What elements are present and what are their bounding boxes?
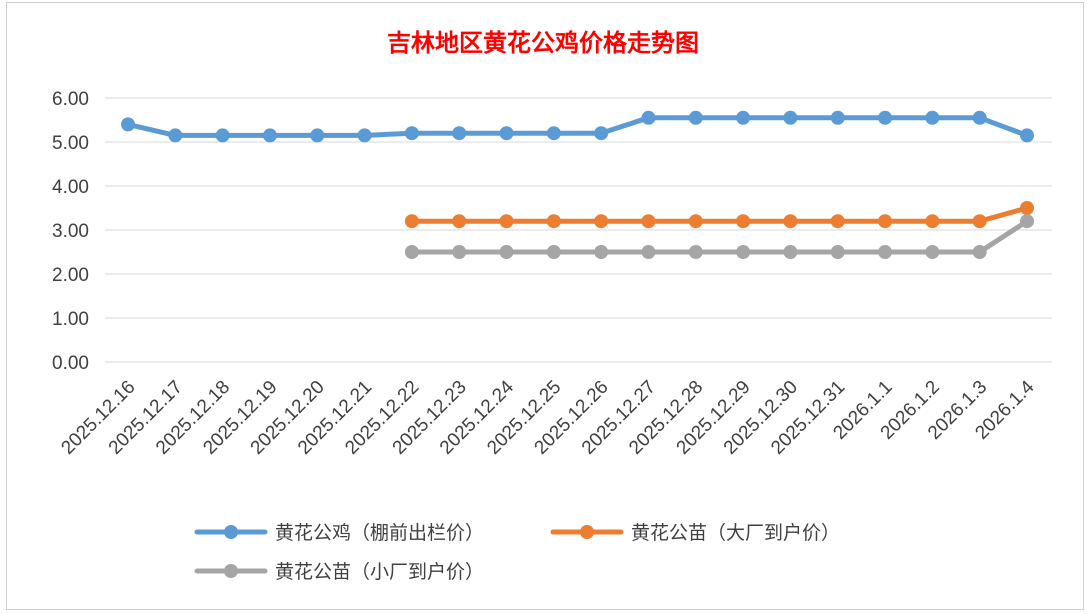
legend-label: 黄花公鸡（棚前出栏价） xyxy=(275,522,484,544)
series-3[interactable] xyxy=(404,214,1034,259)
data-point[interactable] xyxy=(641,214,656,229)
series-line[interactable] xyxy=(125,115,1030,138)
series-line[interactable] xyxy=(409,205,1030,224)
data-point[interactable] xyxy=(688,214,703,229)
data-point[interactable] xyxy=(499,245,514,259)
data-point[interactable] xyxy=(736,245,751,259)
series-1[interactable] xyxy=(121,110,1034,143)
data-point[interactable] xyxy=(641,110,656,125)
y-tick-label: 5.00 xyxy=(52,133,89,154)
data-point[interactable] xyxy=(783,245,798,259)
legend[interactable]: 黄花公鸡（棚前出栏价） 黄花公苗（大厂到户价） 黄花公苗（小厂到户价） xyxy=(194,522,840,583)
chart-area[interactable]: 吉林地区黄花公鸡价格走势图 0.00 1.00 2.00 3.00 4.00 5.00 6.… xyxy=(6,2,1084,610)
data-point[interactable] xyxy=(878,110,893,125)
data-point[interactable] xyxy=(121,117,135,132)
data-point[interactable] xyxy=(925,110,940,125)
data-point[interactable] xyxy=(168,128,183,143)
legend-marker xyxy=(580,525,594,539)
data-point[interactable] xyxy=(783,110,798,125)
data-point[interactable] xyxy=(830,245,845,259)
legend-marker xyxy=(224,564,238,578)
data-point[interactable] xyxy=(688,245,703,259)
data-point[interactable] xyxy=(404,126,419,141)
data-point[interactable] xyxy=(736,110,751,125)
data-point[interactable] xyxy=(925,245,940,259)
y-tick-label: 1.00 xyxy=(52,309,89,330)
data-point[interactable] xyxy=(404,214,419,229)
y-tick-label: 3.00 xyxy=(52,221,89,242)
legend-item[interactable]: 黄花公苗（大厂到户价） xyxy=(550,522,840,544)
data-point[interactable] xyxy=(641,245,656,259)
data-point[interactable] xyxy=(499,126,514,141)
data-point[interactable] xyxy=(830,214,845,229)
data-point[interactable] xyxy=(594,245,609,259)
data-point[interactable] xyxy=(736,214,751,229)
series-line[interactable] xyxy=(409,218,1030,255)
data-point[interactable] xyxy=(1020,201,1034,215)
data-point[interactable] xyxy=(688,110,703,125)
data-point[interactable] xyxy=(878,214,893,229)
data-point[interactable] xyxy=(1020,214,1034,229)
legend-label: 黄花公苗（小厂到户价） xyxy=(275,561,484,583)
data-point[interactable] xyxy=(972,110,987,125)
grid-layer xyxy=(105,97,1052,363)
legend-item[interactable]: 黄花公鸡（棚前出栏价） xyxy=(194,522,484,544)
data-point[interactable] xyxy=(452,126,467,141)
chart-title: 吉林地区黄花公鸡价格走势图 xyxy=(387,28,699,57)
data-point[interactable] xyxy=(546,214,561,229)
data-point[interactable] xyxy=(1020,128,1034,143)
data-point[interactable] xyxy=(452,245,467,259)
data-point[interactable] xyxy=(215,128,230,143)
data-point[interactable] xyxy=(972,245,987,259)
data-point[interactable] xyxy=(357,128,372,143)
data-point[interactable] xyxy=(546,245,561,259)
y-tick-label: 4.00 xyxy=(52,177,89,198)
data-point[interactable] xyxy=(878,245,893,259)
series-layer xyxy=(121,110,1034,259)
series-2[interactable] xyxy=(404,201,1034,229)
data-point[interactable] xyxy=(925,214,940,229)
x-axis: 2025.12.162025.12.172025.12.182025.12.19… xyxy=(57,376,1038,458)
data-point[interactable] xyxy=(262,128,277,143)
data-point[interactable] xyxy=(594,126,609,141)
data-point[interactable] xyxy=(783,214,798,229)
data-point[interactable] xyxy=(830,110,845,125)
legend-marker xyxy=(224,525,238,539)
data-point[interactable] xyxy=(310,128,325,143)
legend-item[interactable]: 黄花公苗（小厂到户价） xyxy=(194,561,484,583)
y-axis: 0.00 1.00 2.00 3.00 4.00 5.00 6.00 xyxy=(52,89,89,374)
data-point[interactable] xyxy=(404,245,419,259)
y-tick-label: 6.00 xyxy=(52,89,89,110)
data-point[interactable] xyxy=(594,214,609,229)
y-tick-label: 2.00 xyxy=(52,265,89,286)
data-point[interactable] xyxy=(499,214,514,229)
data-point[interactable] xyxy=(546,126,561,141)
data-point[interactable] xyxy=(452,214,467,229)
data-point[interactable] xyxy=(972,214,987,229)
y-tick-label: 0.00 xyxy=(52,353,89,374)
line-chart: 吉林地区黄花公鸡价格走势图 0.00 1.00 2.00 3.00 4.00 5.00 6.… xyxy=(52,28,1052,583)
legend-label: 黄花公苗（大厂到户价） xyxy=(631,522,840,544)
